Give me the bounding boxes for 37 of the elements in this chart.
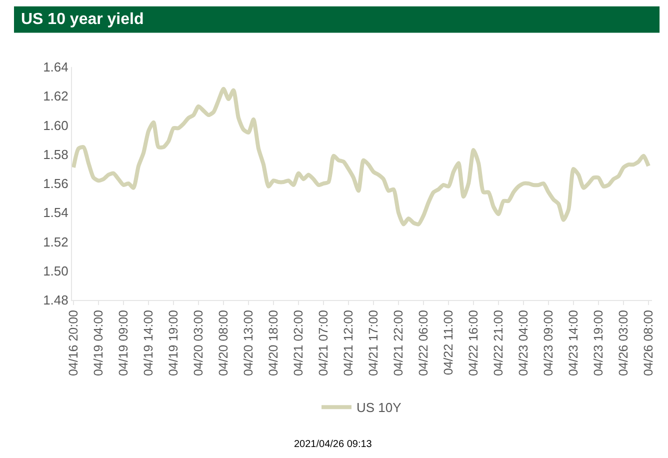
x-tick-label: 04/22 21:00 [492,310,506,376]
x-tick-label: 04/16 20:00 [66,310,81,376]
x-tick-label: 04/19 19:00 [166,310,181,376]
legend-label: US 10Y [356,400,402,416]
x-tick-label: 04/19 14:00 [142,310,156,376]
text: 2021/04/26 09:13 [294,439,372,450]
x-tick-label: 04/21 22:00 [392,310,406,376]
y-tick-label: 1.50 [43,263,68,278]
line-series [72,86,650,226]
x-tick-label: 04/26 08:00 [642,310,656,376]
x-tick-label: 04/23 19:00 [592,310,606,376]
x-tick-label: 04/21 17:00 [366,310,381,376]
x-tick-label: 04/22 11:00 [442,310,456,376]
x-tick-label: 04/26 03:00 [616,310,631,376]
x-tick-label: 04/23 09:00 [542,310,556,376]
y-tick-label: 1.56 [43,176,68,192]
y-tick-label: 1.60 [43,118,68,133]
x-tick-label: 04/20 18:00 [266,310,281,376]
x-tick-label: 04/22 16:00 [466,310,481,376]
y-tick-label: 1.64 [43,60,68,75]
x-tick-label: 04/19 04:00 [92,310,106,376]
x-tick-label: 04/20 08:00 [216,310,231,376]
chart-title: US 10 year yield [21,11,144,28]
x-tick-label: 04/21 07:00 [316,310,331,376]
x-tick-label: 04/21 12:00 [342,310,356,376]
x-tick-label: 04/22 06:00 [416,310,431,376]
y-tick-label: 1.58 [43,146,68,162]
x-tick-label: 04/20 13:00 [242,310,256,376]
y-tick-label: 1.54 [43,205,68,220]
x-tick-label: 04/23 04:00 [516,310,531,376]
y-tick-label: 1.62 [43,88,68,104]
y-tick-label: 1.52 [43,234,68,250]
x-tick-label: 04/20 03:00 [192,310,206,376]
x-tick-label: 04/19 09:00 [116,310,131,376]
y-tick-label: 1.48 [43,292,68,308]
x-tick-label: 04/23 14:00 [566,310,581,376]
x-tick-label: 04/21 02:00 [292,310,306,376]
